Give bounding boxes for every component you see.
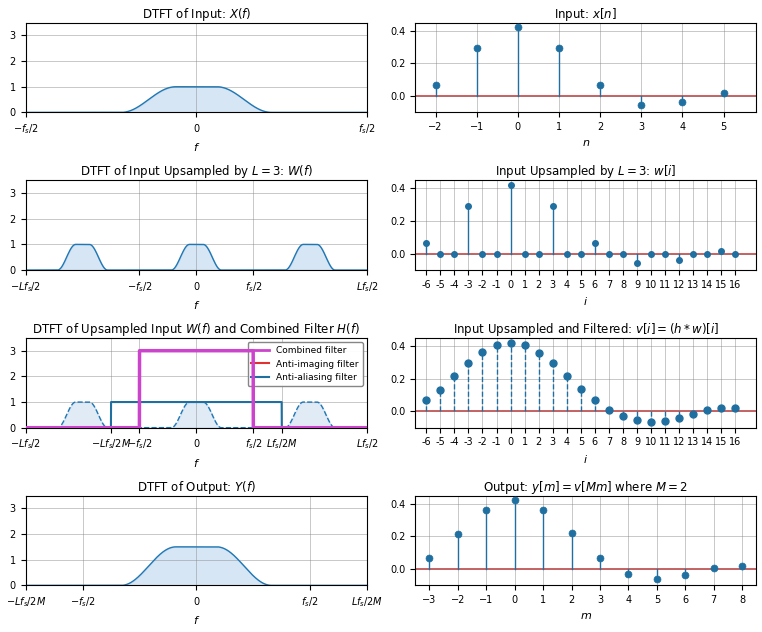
- X-axis label: $f$: $f$: [193, 299, 200, 311]
- Title: Input Upsampled by $L = 3$: $w[i]$: Input Upsampled by $L = 3$: $w[i]$: [495, 163, 677, 180]
- X-axis label: $i$: $i$: [583, 295, 588, 307]
- Title: DTFT of Output: $Y(f)$: DTFT of Output: $Y(f)$: [137, 478, 256, 495]
- X-axis label: $f$: $f$: [193, 614, 200, 626]
- Title: Input Upsampled and Filtered: $v[i] = (h*w)[i]$: Input Upsampled and Filtered: $v[i] = (h…: [453, 321, 719, 338]
- X-axis label: $m$: $m$: [580, 611, 592, 621]
- X-axis label: $f$: $f$: [193, 142, 200, 154]
- X-axis label: $i$: $i$: [583, 453, 588, 465]
- X-axis label: $n$: $n$: [581, 138, 590, 148]
- Title: DTFT of Upsampled Input $W(f)$ and Combined Filter $H(f)$: DTFT of Upsampled Input $W(f)$ and Combi…: [33, 321, 360, 338]
- Title: Output: $y[m] = v[Mm]$ where $M = 2$: Output: $y[m] = v[Mm]$ where $M = 2$: [483, 478, 688, 495]
- Title: DTFT of Input Upsampled by $L = 3$: $W(f)$: DTFT of Input Upsampled by $L = 3$: $W(f…: [80, 163, 313, 180]
- Title: Input: $x[n]$: Input: $x[n]$: [555, 6, 617, 23]
- Legend: Combined filter, Anti-imaging filter, Anti-aliasing filter: Combined filter, Anti-imaging filter, An…: [248, 343, 363, 386]
- Title: DTFT of Input: $X(f)$: DTFT of Input: $X(f)$: [142, 6, 251, 23]
- X-axis label: $f$: $f$: [193, 457, 200, 469]
